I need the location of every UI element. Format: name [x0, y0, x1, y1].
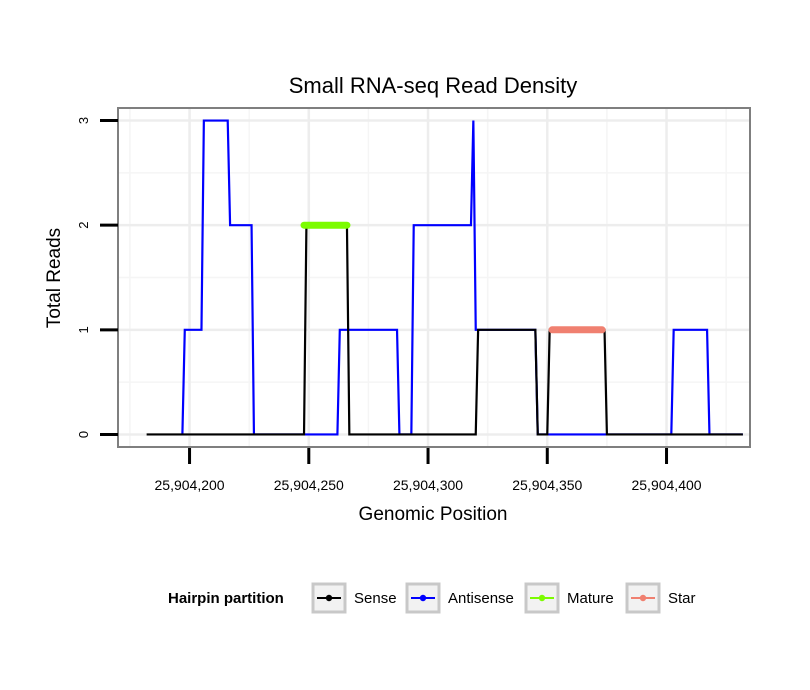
- x-axis: 25,904,200 25,904,250 25,904,300 25,904,350…: [155, 448, 702, 493]
- x-axis-title: Genomic Position: [359, 504, 508, 525]
- legend-item-mature: Mature: [524, 582, 614, 614]
- legend-label: Antisense: [448, 590, 514, 607]
- y-axis-title: Total Reads: [44, 228, 65, 328]
- y-tick-label: 1: [76, 326, 91, 333]
- plot-border: [117, 107, 751, 448]
- chart-title: Small RNA-seq Read Density: [289, 73, 578, 98]
- legend-label: Mature: [567, 590, 614, 607]
- x-tick-label: 25,904,200: [155, 477, 225, 493]
- legend-key-point: [639, 594, 647, 602]
- x-tick-label: 25,904,400: [631, 477, 701, 493]
- legend-label: Sense: [354, 590, 397, 607]
- plot-area: [117, 107, 751, 448]
- legend-entries: Sense Antisense Mature Star: [311, 582, 696, 614]
- x-tick-label: 25,904,250: [274, 477, 344, 493]
- legend-title: Hairpin partition: [168, 590, 284, 607]
- y-tick-label: 2: [76, 222, 91, 229]
- legend-item-antisense: Antisense: [405, 582, 514, 614]
- x-tick-label: 25,904,300: [393, 477, 463, 493]
- y-axis: 0 1 2 3: [76, 117, 118, 438]
- legend-item-star: Star: [625, 582, 696, 614]
- legend: Hairpin partition Sense Antisense Mature St…: [168, 582, 696, 614]
- legend-item-sense: Sense: [311, 582, 397, 614]
- y-tick-label: 3: [76, 117, 91, 124]
- y-tick-label: 0: [76, 431, 91, 438]
- legend-key-point: [419, 594, 427, 602]
- legend-key-point: [325, 594, 333, 602]
- series-layer: [146, 119, 743, 436]
- legend-label: Star: [668, 590, 696, 607]
- legend-key-point: [538, 594, 546, 602]
- x-tick-label: 25,904,350: [512, 477, 582, 493]
